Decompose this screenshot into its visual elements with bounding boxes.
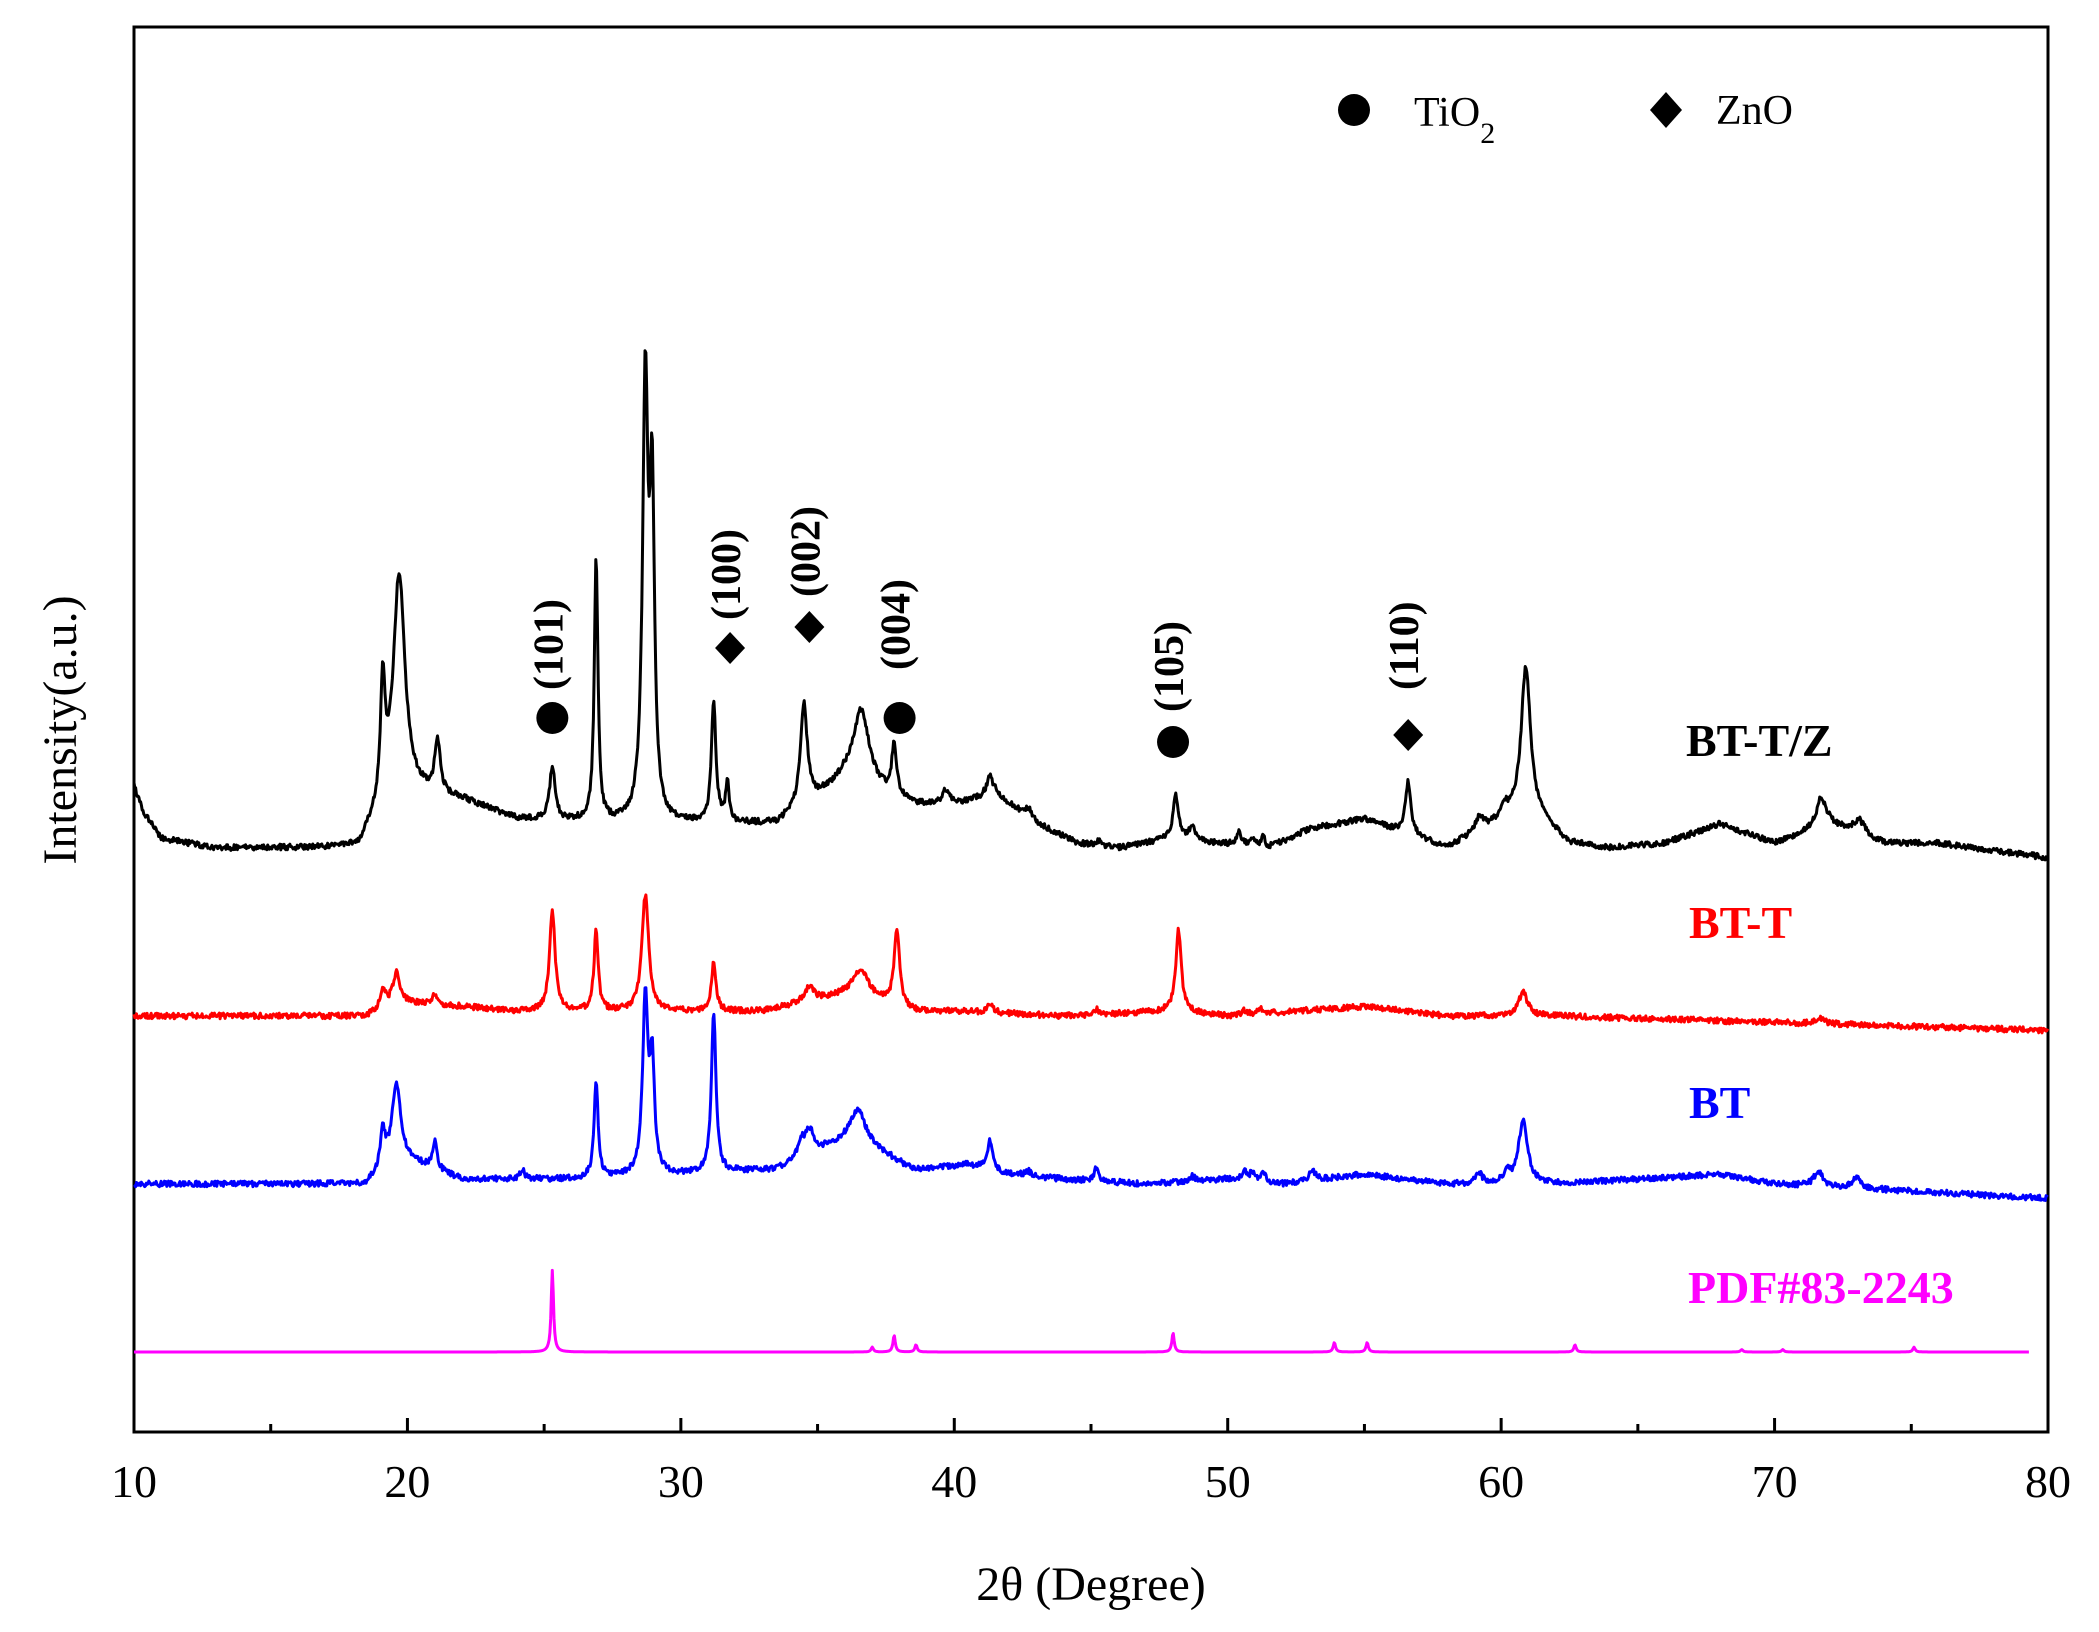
legend: TiO2 ZnO [1338, 88, 1793, 150]
peak-annotations: (101) (100) (002) (004) (105) (110) [526, 506, 1428, 758]
series-label-pdf: PDF#83-2243 [1688, 1262, 1954, 1313]
x-axis-ticks: 10 20 30 40 50 60 70 80 [111, 1418, 2071, 1507]
zno-peak-marker-icon [1393, 719, 1424, 751]
tio2-peak-marker-icon [536, 702, 569, 734]
y-axis-title: Intensity(a.u.) [34, 595, 87, 864]
series-line-bt-t [132, 893, 2050, 1035]
x-tick-label: 40 [931, 1456, 977, 1507]
x-axis-title: 2θ (Degree) [976, 1558, 1206, 1611]
x-tick-label: 50 [1205, 1456, 1251, 1507]
legend-zno-label: ZnO [1716, 88, 1793, 134]
x-tick-label: 10 [111, 1456, 157, 1507]
x-tick-label: 30 [658, 1456, 704, 1507]
series-label-bt-t: BT-T [1689, 897, 1792, 948]
series-lines [132, 349, 2050, 1354]
tio2-peak-marker-icon [883, 702, 916, 734]
series-label-bt: BT [1689, 1077, 1750, 1128]
series-line-pdf-83-2243 [133, 1268, 2030, 1354]
peak-label: (101) [526, 599, 572, 690]
series-label-bt-tz: BT-T/Z [1686, 715, 1833, 766]
series-line-bt [133, 986, 2049, 1202]
x-tick-label: 60 [1478, 1456, 1524, 1507]
zno-peak-marker-icon [794, 611, 825, 643]
legend-tio2-text: TiO [1414, 90, 1480, 136]
tio2-peak-marker-icon [1157, 726, 1190, 758]
series-line-bt-t-z [132, 349, 2049, 862]
peak-label: (100) [704, 529, 750, 620]
zno-peak-marker-icon [715, 632, 746, 664]
peak-label: (105) [1147, 621, 1193, 712]
x-tick-label: 70 [1752, 1456, 1798, 1507]
peak-label: (110) [1382, 601, 1428, 690]
legend-zno-diamond-icon [1650, 92, 1682, 128]
peak-label: (004) [874, 579, 920, 670]
peak-label: (002) [783, 506, 829, 597]
x-tick-label: 80 [2025, 1456, 2071, 1507]
legend-tio2-label: TiO2 [1414, 90, 1495, 150]
legend-tio2-circle-icon [1338, 94, 1370, 126]
x-tick-label: 20 [384, 1456, 430, 1507]
legend-tio2-subscript: 2 [1480, 117, 1495, 150]
